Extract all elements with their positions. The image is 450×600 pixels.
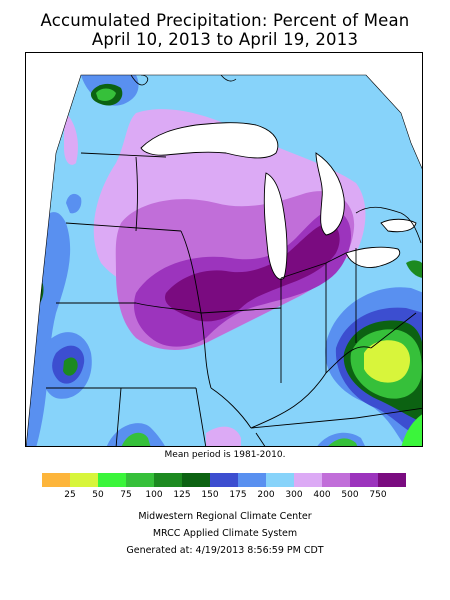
credit-system: MRCC Applied Climate System bbox=[152, 528, 298, 539]
legend-swatch bbox=[266, 473, 294, 487]
legend-swatch bbox=[294, 473, 322, 487]
legend-tick-label: 125 bbox=[173, 490, 191, 500]
legend-tick-label: 175 bbox=[229, 490, 247, 500]
legend-tick-label: 100 bbox=[145, 490, 163, 500]
legend-swatch bbox=[126, 473, 154, 487]
precipitation-map bbox=[25, 52, 423, 447]
legend-swatch bbox=[182, 473, 210, 487]
legend-tick-label: 25 bbox=[64, 490, 76, 500]
precipitation-field bbox=[26, 75, 422, 446]
legend-swatch bbox=[378, 473, 406, 487]
legend-tick-label: 50 bbox=[92, 490, 104, 500]
legend-swatch bbox=[210, 473, 238, 487]
legend-swatch bbox=[350, 473, 378, 487]
color-legend-labels: 25 50 75 100 125 150 175 200 300 400 500 750 bbox=[0, 489, 450, 503]
credit-generated-at: Generated at: 4/19/2013 8:56:59 PM CDT bbox=[126, 545, 324, 556]
map-subtitle-date-range: April 10, 2013 to April 19, 2013 bbox=[91, 30, 359, 49]
legend-swatch bbox=[154, 473, 182, 487]
legend-swatch bbox=[70, 473, 98, 487]
legend-tick-label: 400 bbox=[313, 490, 331, 500]
legend-tick-label: 150 bbox=[201, 490, 219, 500]
legend-swatch bbox=[322, 473, 350, 487]
credit-organization: Midwestern Regional Climate Center bbox=[138, 511, 312, 522]
precipitation-map-canvas bbox=[26, 74, 422, 446]
mean-period-note: Mean period is 1981-2010. bbox=[164, 450, 286, 460]
legend-tick-label: 500 bbox=[341, 490, 359, 500]
legend-tick-label: 750 bbox=[369, 490, 387, 500]
legend-tick-label: 200 bbox=[257, 490, 275, 500]
legend-swatch bbox=[238, 473, 266, 487]
color-legend-bar bbox=[42, 473, 406, 487]
legend-swatch bbox=[98, 473, 126, 487]
legend-swatch bbox=[42, 473, 70, 487]
map-title: Accumulated Precipitation: Percent of Me… bbox=[40, 11, 410, 30]
legend-tick-label: 75 bbox=[120, 490, 132, 500]
legend-tick-label: 300 bbox=[285, 490, 303, 500]
